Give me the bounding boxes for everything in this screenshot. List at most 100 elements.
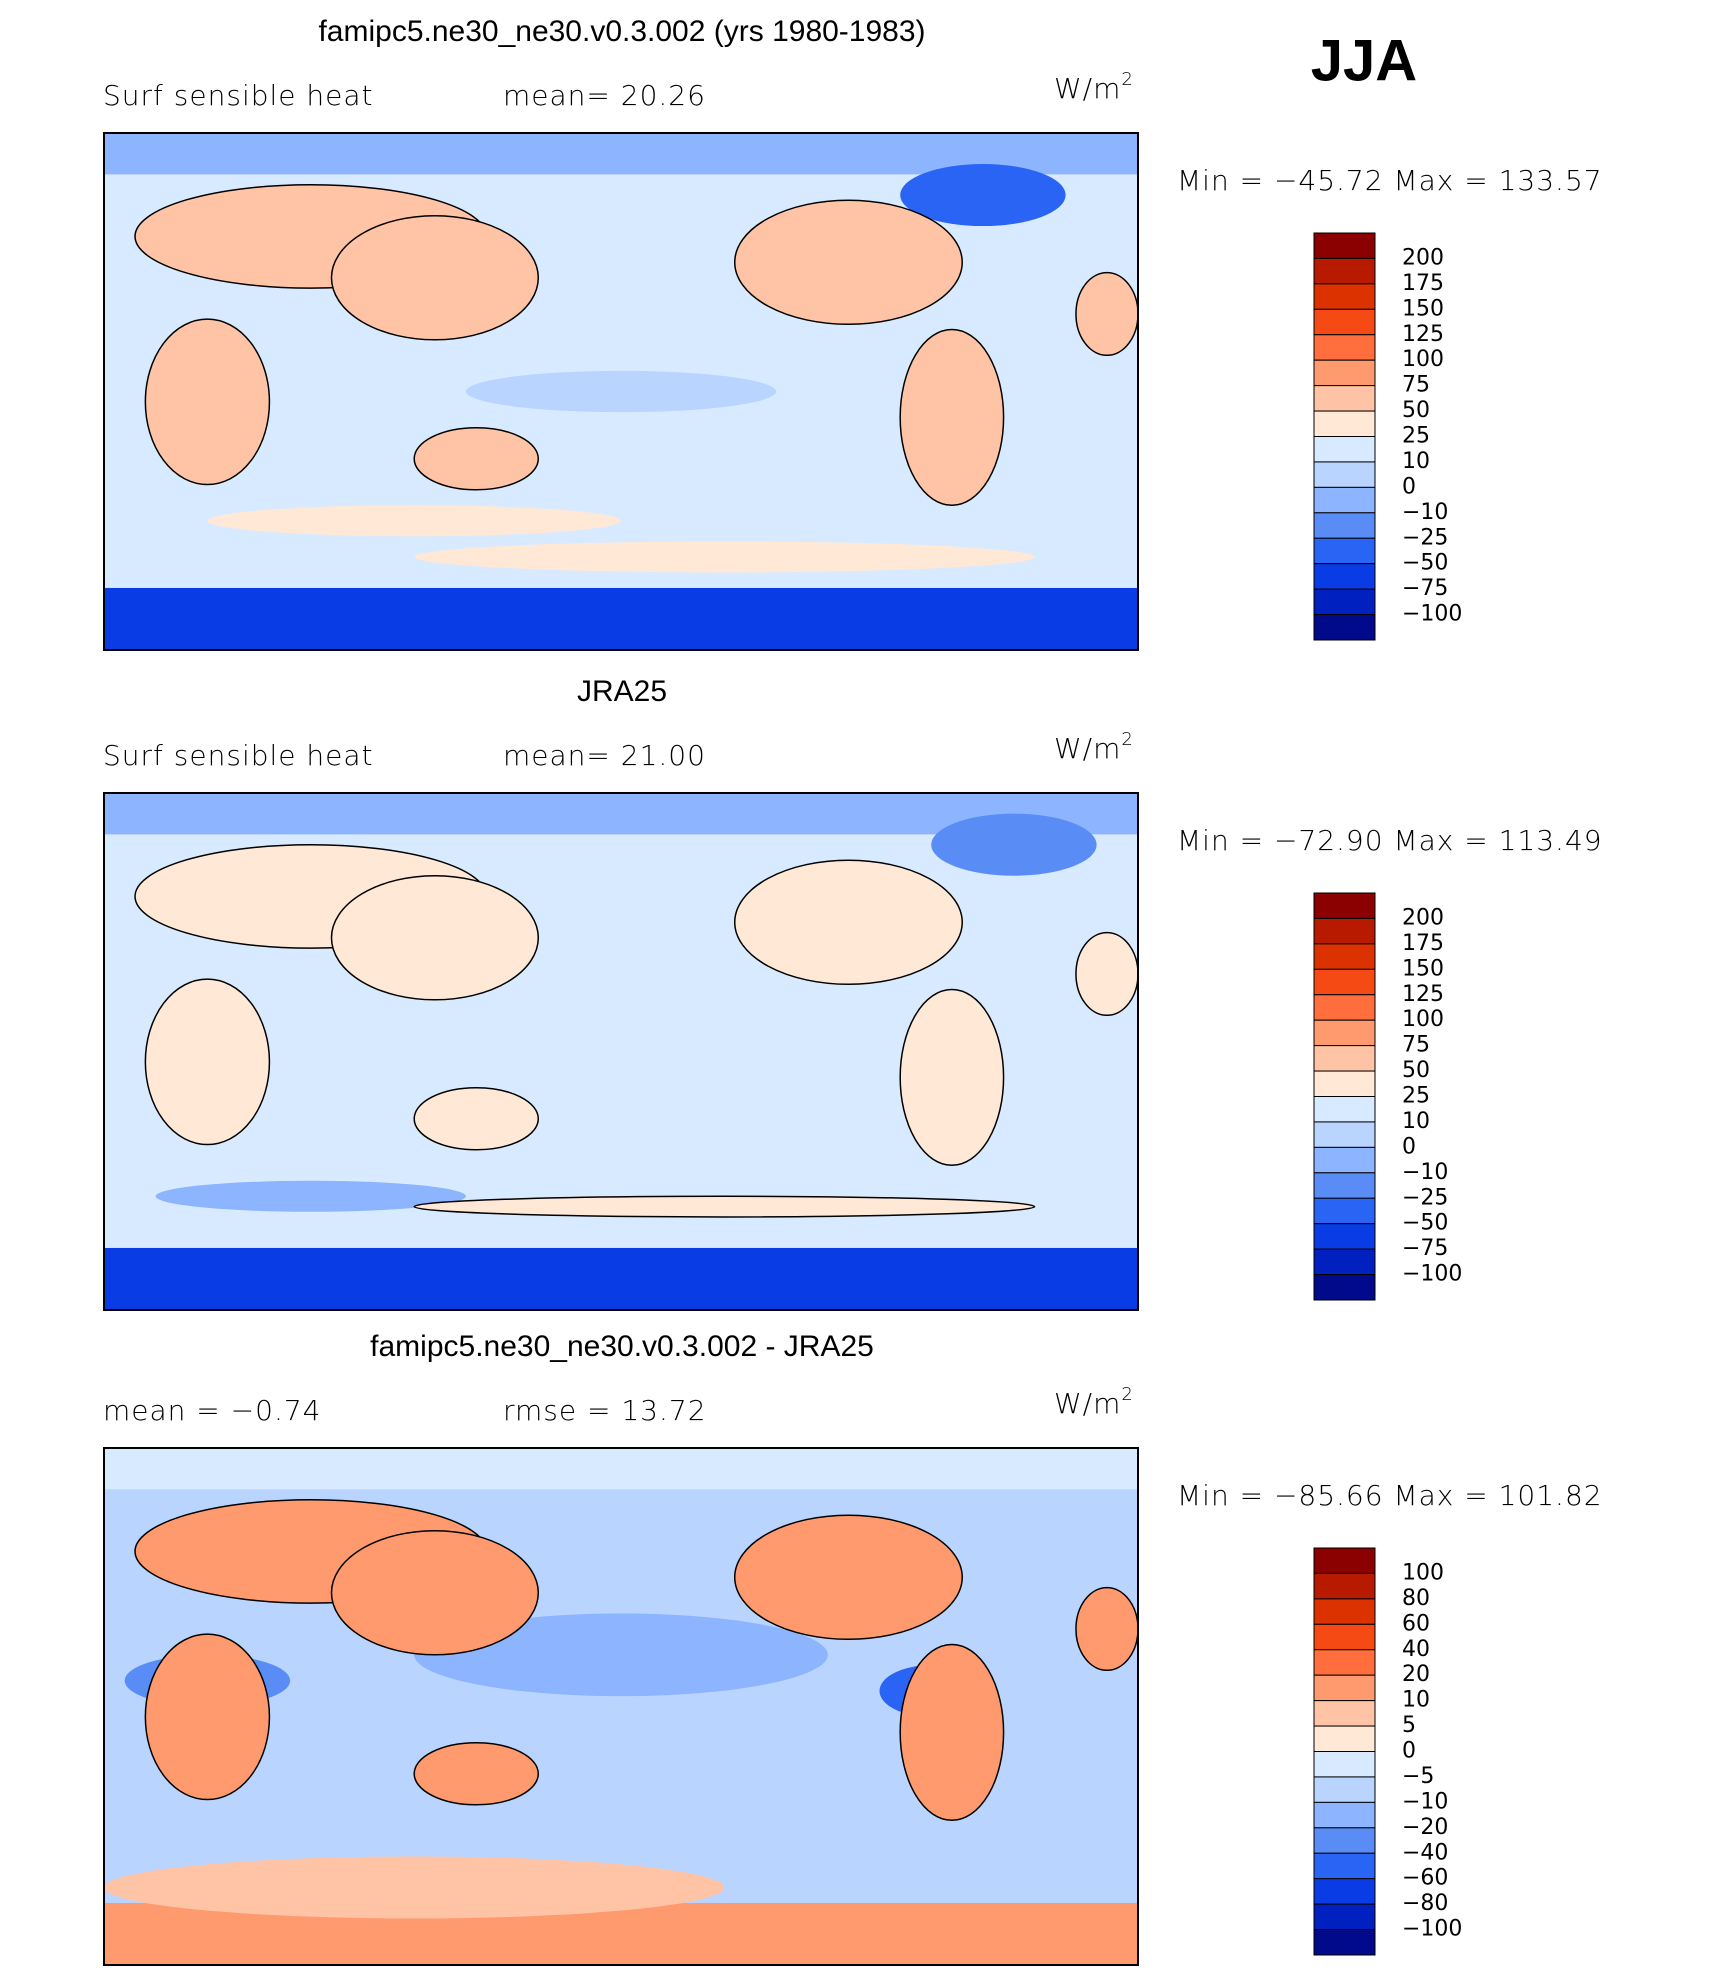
colorbar-box bbox=[1313, 1827, 1376, 1854]
field-region bbox=[104, 1856, 725, 1919]
field-region bbox=[465, 370, 777, 413]
colorbar-label: −10 bbox=[1402, 1160, 1448, 1185]
field-region bbox=[931, 813, 1097, 876]
colorbar-box bbox=[1313, 1623, 1376, 1651]
colorbar-label: 10 bbox=[1402, 449, 1430, 474]
colorbar-label: 100 bbox=[1402, 1007, 1444, 1032]
panel: JRA25 Surf sensible heat mean= 21.00 W/m2 Mi… bbox=[103, 675, 1603, 1311]
colorbar-label: −100 bbox=[1402, 602, 1462, 627]
land bbox=[899, 988, 1005, 1166]
colorbar-label: −10 bbox=[1402, 500, 1448, 525]
colorbar-box bbox=[1313, 1274, 1376, 1301]
colorbar-box bbox=[1313, 1751, 1376, 1778]
colorbar-label: −100 bbox=[1402, 1917, 1462, 1942]
colorbar-box bbox=[1313, 1801, 1376, 1829]
colorbar-box bbox=[1313, 563, 1376, 590]
colorbar-label: 40 bbox=[1402, 1637, 1430, 1662]
colorbar-label: −50 bbox=[1402, 551, 1448, 576]
colorbar-label: −25 bbox=[1402, 525, 1448, 550]
colorbar-box bbox=[1313, 1172, 1376, 1199]
units: W/m2 bbox=[1054, 69, 1134, 105]
colorbar-box bbox=[1313, 994, 1376, 1021]
land bbox=[733, 199, 963, 326]
colorbar-label: 175 bbox=[1402, 931, 1444, 956]
land bbox=[413, 426, 540, 491]
colorbar-label: 175 bbox=[1402, 271, 1444, 296]
left-label: mean = −0.74 bbox=[103, 1394, 321, 1427]
colorbar-label: −5 bbox=[1402, 1764, 1434, 1789]
colorbar-label: −50 bbox=[1402, 1211, 1448, 1236]
colorbar-box bbox=[1313, 512, 1376, 539]
land bbox=[733, 859, 963, 986]
antarctic-band bbox=[104, 587, 1138, 650]
map-frame bbox=[103, 132, 1139, 651]
colorbar-box bbox=[1313, 1700, 1376, 1727]
colorbar-box bbox=[1313, 1248, 1376, 1276]
colorbar-box bbox=[1313, 410, 1376, 437]
colorbar-label: 200 bbox=[1402, 905, 1444, 930]
colorbar-box bbox=[1313, 1223, 1376, 1250]
panel-title: JRA25 bbox=[577, 675, 667, 708]
left-label: Surf sensible heat bbox=[103, 739, 374, 772]
land bbox=[1075, 1586, 1138, 1672]
colorbar-box bbox=[1313, 1070, 1376, 1097]
units-exponent: 2 bbox=[1121, 1384, 1133, 1405]
field-region bbox=[414, 541, 1035, 573]
colorbar-label: 75 bbox=[1402, 1033, 1430, 1058]
colorbar-box bbox=[1313, 588, 1376, 616]
colorbar-box bbox=[1313, 359, 1376, 387]
colorbar-box bbox=[1313, 1903, 1376, 1931]
units: W/m2 bbox=[1054, 1384, 1134, 1420]
colorbar-box bbox=[1313, 1045, 1376, 1072]
colorbar-box bbox=[1313, 1878, 1376, 1905]
land bbox=[413, 1195, 1036, 1218]
land bbox=[899, 1643, 1005, 1821]
land bbox=[733, 1514, 963, 1641]
land bbox=[1075, 931, 1138, 1017]
colorbar-label: −20 bbox=[1402, 1815, 1448, 1840]
colorbar-label: −75 bbox=[1402, 1236, 1448, 1261]
colorbar-box bbox=[1313, 1146, 1376, 1174]
colorbar-box bbox=[1313, 1725, 1376, 1752]
colorbar-box bbox=[1313, 334, 1376, 361]
colorbar-box bbox=[1313, 1598, 1376, 1625]
colorbar-box bbox=[1313, 968, 1376, 996]
arctic-band bbox=[104, 1448, 1138, 1490]
range-text: Min = −72.90 Max = 113.49 bbox=[1177, 824, 1603, 857]
colorbar-label: −75 bbox=[1402, 576, 1448, 601]
colorbar-box bbox=[1313, 892, 1376, 919]
colorbar-box bbox=[1313, 385, 1376, 412]
colorbar-label: 150 bbox=[1402, 956, 1444, 981]
colorbar-label: 50 bbox=[1402, 1058, 1430, 1083]
colorbar-box bbox=[1313, 1019, 1376, 1047]
units-base: W/m bbox=[1054, 732, 1121, 765]
colorbar-label: −25 bbox=[1402, 1185, 1448, 1210]
colorbar-label: −40 bbox=[1402, 1840, 1448, 1865]
colorbar-box bbox=[1313, 1674, 1376, 1702]
colorbar-box bbox=[1313, 614, 1376, 641]
land bbox=[330, 214, 540, 341]
colorbar-box bbox=[1313, 1572, 1376, 1600]
colorbar-label: 10 bbox=[1402, 1109, 1430, 1134]
colorbar-box bbox=[1313, 436, 1376, 463]
units: W/m2 bbox=[1054, 729, 1134, 765]
colorbar-box bbox=[1313, 1852, 1376, 1880]
map bbox=[104, 133, 1138, 650]
antarctic-band bbox=[104, 1247, 1138, 1310]
right-label: rmse = 13.72 bbox=[503, 1394, 707, 1427]
colorbar-box bbox=[1313, 917, 1376, 945]
colorbar-label: 150 bbox=[1402, 296, 1444, 321]
field-region bbox=[414, 1613, 828, 1697]
field-region bbox=[900, 164, 1066, 227]
colorbar-label: 75 bbox=[1402, 373, 1430, 398]
colorbar-box bbox=[1313, 283, 1376, 310]
land bbox=[330, 874, 540, 1001]
colorbar-box bbox=[1313, 537, 1376, 565]
panel: famipc5.ne30_ne30.v0.3.002 (yrs 1980-198… bbox=[103, 15, 1602, 651]
colorbar-label: 50 bbox=[1402, 398, 1430, 423]
right-label: mean= 21.00 bbox=[503, 739, 706, 772]
colorbar-label: −100 bbox=[1402, 1262, 1462, 1287]
colorbar-box bbox=[1313, 943, 1376, 970]
range-text: Min = −85.66 Max = 101.82 bbox=[1177, 1479, 1603, 1512]
